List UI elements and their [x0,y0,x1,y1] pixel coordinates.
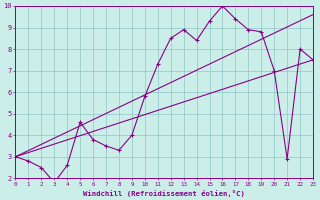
X-axis label: Windchill (Refroidissement éolien,°C): Windchill (Refroidissement éolien,°C) [83,190,245,197]
